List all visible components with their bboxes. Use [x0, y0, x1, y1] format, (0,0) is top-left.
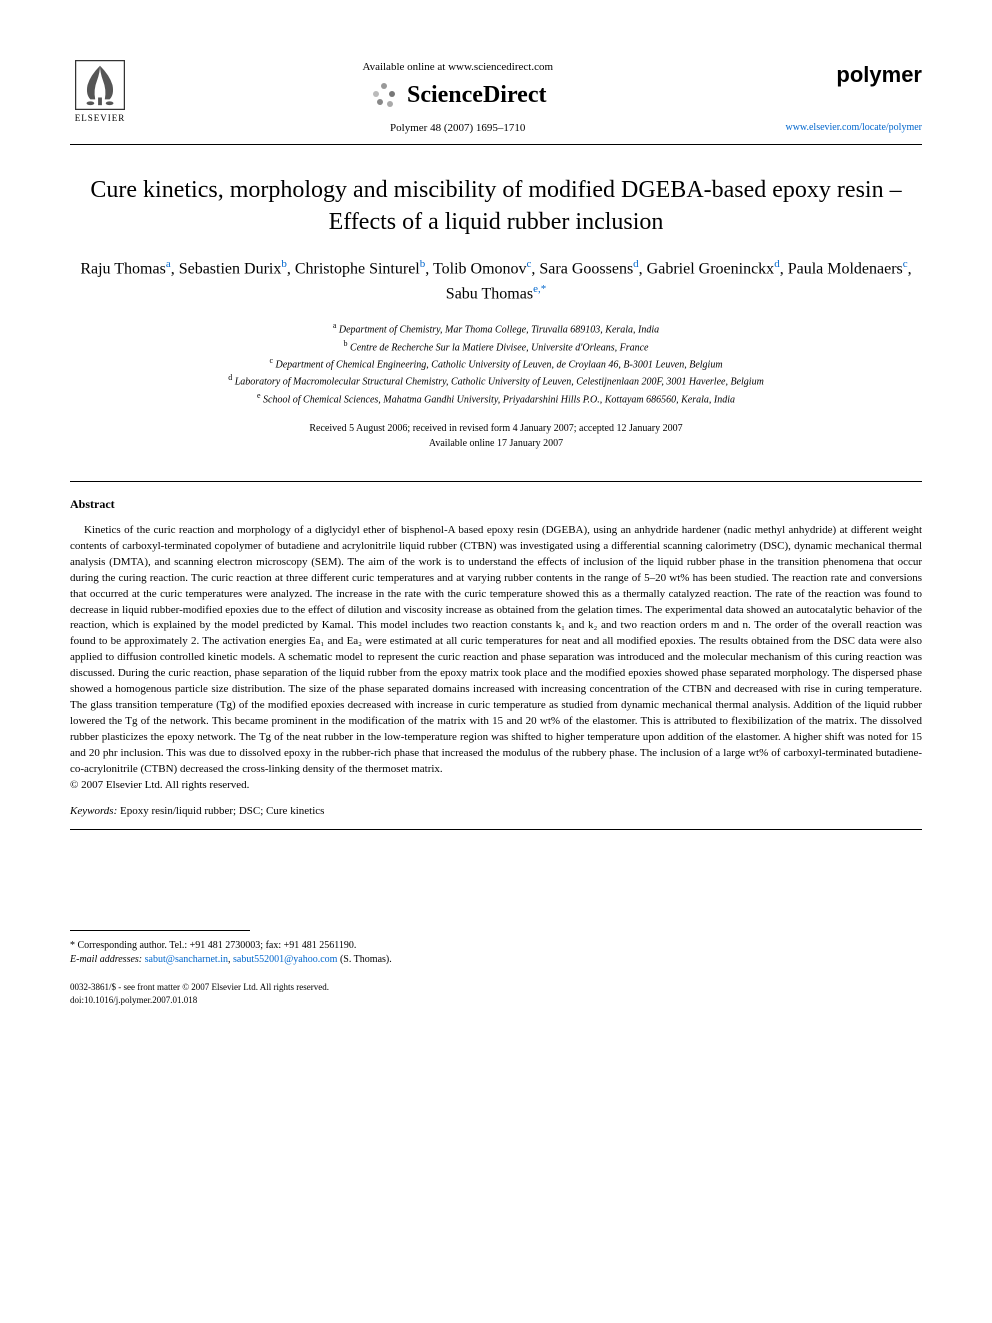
- copyright-footer: 0032-3861/$ - see front matter © 2007 El…: [70, 981, 922, 1006]
- corresponding-author-name: (S. Thomas).: [337, 954, 391, 965]
- article-title: Cure kinetics, morphology and miscibilit…: [70, 175, 922, 237]
- abstract-bottom-divider: [70, 829, 922, 830]
- corresponding-contact: * Corresponding author. Tel.: +91 481 27…: [70, 939, 922, 953]
- article-dates: Received 5 August 2006; received in revi…: [70, 421, 922, 451]
- author-5: , Sara Goossens: [531, 260, 633, 277]
- sciencedirect-logo: ScienceDirect: [130, 79, 785, 113]
- elsevier-logo: ELSEVIER: [70, 60, 130, 130]
- footer-rule: [70, 930, 250, 931]
- polymer-journal-label: polymer: [785, 60, 922, 91]
- abstract-paragraph: Kinetics of the curic reaction and morph…: [70, 523, 922, 778]
- author-8-affil[interactable]: e,*: [533, 283, 546, 295]
- author-4: , Tolib Omonov: [425, 260, 526, 277]
- email-link-1[interactable]: sabut@sancharnet.in: [145, 954, 228, 965]
- email-link-2[interactable]: sabut552001@yahoo.com: [233, 954, 337, 965]
- affiliation-b: b Centre de Recherche Sur la Matiere Div…: [70, 338, 922, 355]
- affiliation-c: c Department of Chemical Engineering, Ca…: [70, 355, 922, 372]
- center-header: Available online at www.sciencedirect.co…: [130, 60, 785, 136]
- authors-list: Raju Thomasa, Sebastien Durixb, Christop…: [70, 256, 922, 307]
- affiliation-e: e School of Chemical Sciences, Mahatma G…: [70, 390, 922, 407]
- affiliation-d: d Laboratory of Macromolecular Structura…: [70, 372, 922, 389]
- corresponding-emails: E-mail addresses: sabut@sancharnet.in, s…: [70, 953, 922, 967]
- corresponding-author-block: * Corresponding author. Tel.: +91 481 27…: [70, 939, 922, 967]
- abstract-heading: Abstract: [70, 496, 922, 513]
- keywords-line: Keywords: Epoxy resin/liquid rubber; DSC…: [70, 804, 922, 819]
- keywords-text: Epoxy resin/liquid rubber; DSC; Cure kin…: [117, 805, 324, 817]
- email-label: E-mail addresses:: [70, 954, 142, 965]
- available-online-text: Available online at www.sciencedirect.co…: [130, 60, 785, 75]
- sciencedirect-icon: [369, 81, 399, 111]
- header-row: ELSEVIER Available online at www.science…: [70, 60, 922, 136]
- elsevier-tree-icon: [75, 60, 125, 110]
- author-7: , Paula Moldenaers: [780, 260, 903, 277]
- author-1: Raju Thomas: [80, 260, 165, 277]
- author-6: , Gabriel Groeninckx: [639, 260, 775, 277]
- journal-reference: Polymer 48 (2007) 1695–1710: [130, 121, 785, 136]
- author-3: , Christophe Sinturel: [287, 260, 420, 277]
- affiliation-a: a Department of Chemistry, Mar Thoma Col…: [70, 320, 922, 337]
- polymer-journal-link[interactable]: www.elsevier.com/locate/polymer: [785, 121, 922, 135]
- available-date: Available online 17 January 2007: [70, 436, 922, 451]
- received-date: Received 5 August 2006; received in revi…: [70, 421, 922, 436]
- issn-line: 0032-3861/$ - see front matter © 2007 El…: [70, 981, 922, 994]
- keywords-label: Keywords:: [70, 805, 117, 817]
- polymer-logo-block: polymer www.elsevier.com/locate/polymer: [785, 60, 922, 135]
- elsevier-label: ELSEVIER: [75, 112, 126, 125]
- doi-line: doi:10.1016/j.polymer.2007.01.018: [70, 994, 922, 1007]
- abstract-top-divider: [70, 481, 922, 482]
- author-2: , Sebastien Durix: [171, 260, 282, 277]
- header-divider: [70, 144, 922, 145]
- abstract-body: Kinetics of the curic reaction and morph…: [70, 523, 922, 794]
- abstract-copyright: © 2007 Elsevier Ltd. All rights reserved…: [70, 779, 249, 791]
- sciencedirect-label: ScienceDirect: [407, 79, 547, 113]
- affiliations-block: a Department of Chemistry, Mar Thoma Col…: [70, 320, 922, 407]
